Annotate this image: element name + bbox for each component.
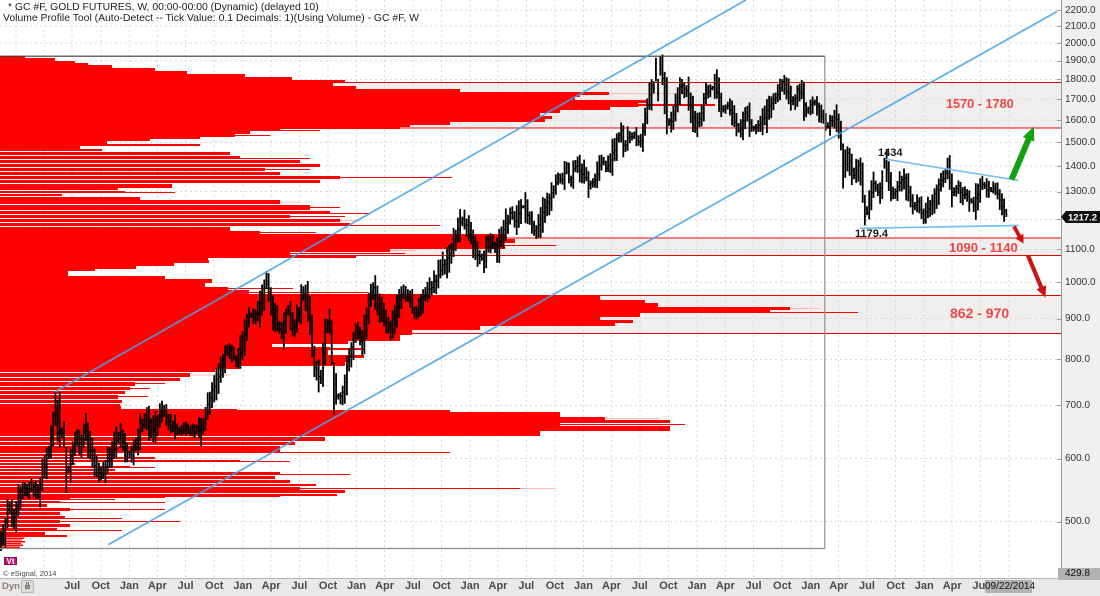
svg-text:1217.2: 1217.2 (1068, 212, 1097, 223)
